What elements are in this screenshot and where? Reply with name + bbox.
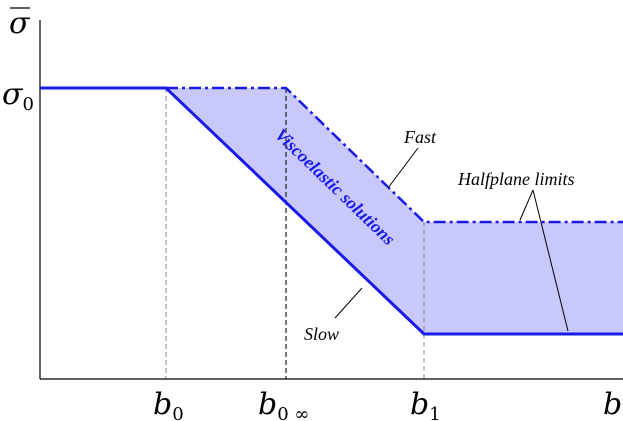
- x-axis-symbol: b: [603, 387, 622, 421]
- fast-curve: [166, 86, 623, 224]
- tick-sigma0-base: σ: [2, 77, 24, 112]
- slow-leader: [334, 287, 363, 319]
- slow-curve: [40, 86, 623, 336]
- y-axis-symbol: σ: [9, 6, 31, 41]
- fast-leader: [387, 147, 419, 189]
- tick-b0: b0: [153, 387, 184, 421]
- tick-b1-base: b: [410, 387, 429, 421]
- tick-b0-sub: 0: [172, 404, 183, 421]
- tick-sigma0-sub: 0: [22, 94, 33, 115]
- tick-b0-base: b: [153, 387, 172, 421]
- tick-b0inf-base: b: [258, 387, 277, 421]
- halfplane-label: Halfplane limits: [457, 169, 575, 189]
- viscoelastic-band: [166, 88, 623, 334]
- halfplane-leader-lower: [532, 189, 569, 332]
- tick-b0inf: b0 ∞: [258, 387, 309, 421]
- halfplane-leader-upper: [519, 189, 534, 221]
- fast-label: Fast: [403, 127, 437, 147]
- slow-label: Slow: [304, 324, 339, 344]
- tick-b1: b1: [410, 387, 441, 421]
- tick-b0inf-sub: 0 ∞: [277, 404, 309, 421]
- tick-b1-sub: 1: [429, 404, 440, 421]
- tick-sigma0: σ0: [2, 77, 34, 115]
